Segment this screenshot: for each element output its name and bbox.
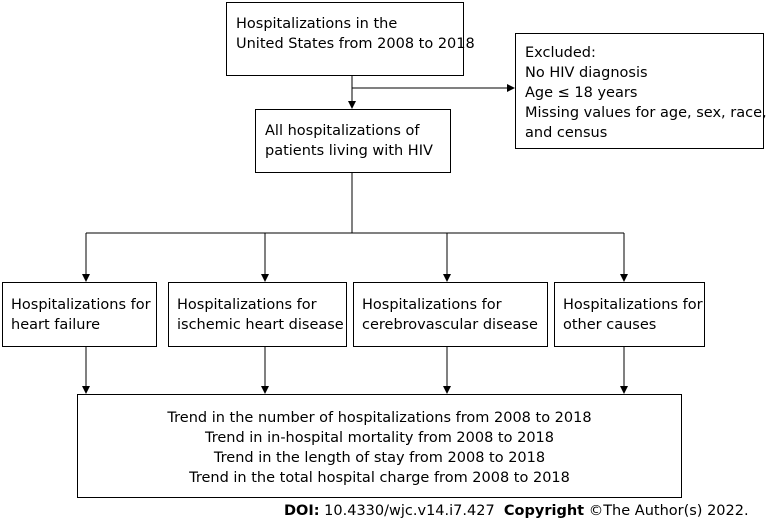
doi-label: DOI: [284,503,320,519]
box-line: Trend in in-hospital mortality from 2008… [204,430,555,446]
box-line: Trend in the length of stay from 2008 to… [213,450,546,466]
copyright-label: Copyright [503,503,585,519]
box-line: Hospitalizations in the [236,16,398,32]
box-line: Age ≤ 18 years [525,85,638,101]
box-line: and census [525,125,608,141]
box-line: heart failure [11,317,101,333]
box-other-causes: Hospitalizations for other causes [554,282,705,347]
box-line: Trend in the number of hospitalizations … [167,410,592,426]
box-line: ischemic heart disease [177,317,344,333]
box-line: Excluded: [525,45,596,61]
box-all-us-hospitalizations: Hospitalizations in the United States fr… [226,2,475,76]
box-trend-outcomes: Trend in the number of hospitalizations … [77,394,682,498]
box-line: patients living with HIV [265,143,433,159]
box-heart-failure: Hospitalizations for heart failure [2,282,157,347]
box-line: Hospitalizations for [11,297,151,313]
box-excluded: Excluded: No HIV diagnosis Age ≤ 18 year… [515,33,767,149]
box-line: Hospitalizations for [563,297,703,313]
doi-value: 10.4330/wjc.v14.i7.427 [319,503,495,519]
box-line: All hospitalizations of [265,123,420,139]
box-hiv-hospitalizations: All hospitalizations of patients living … [255,109,451,173]
box-line: Trend in the total hospital charge from … [189,470,570,486]
copyright-value: ©The Author(s) 2022. [584,503,749,519]
box-line: No HIV diagnosis [525,65,648,81]
citation-footer: DOI: 10.4330/wjc.v14.i7.427 Copyright ©T… [284,500,749,522]
box-line: Missing values for age, sex, race, [525,105,767,121]
box-line: Hospitalizations for [362,297,502,313]
box-cerebrovascular-disease: Hospitalizations for cerebrovascular dis… [353,282,548,347]
box-line: other causes [563,317,657,333]
box-line: Hospitalizations for [177,297,317,313]
box-line: cerebrovascular disease [362,317,538,333]
box-line: United States from 2008 to 2018 [236,36,475,52]
box-ischemic-heart-disease: Hospitalizations for ischemic heart dise… [168,282,347,347]
